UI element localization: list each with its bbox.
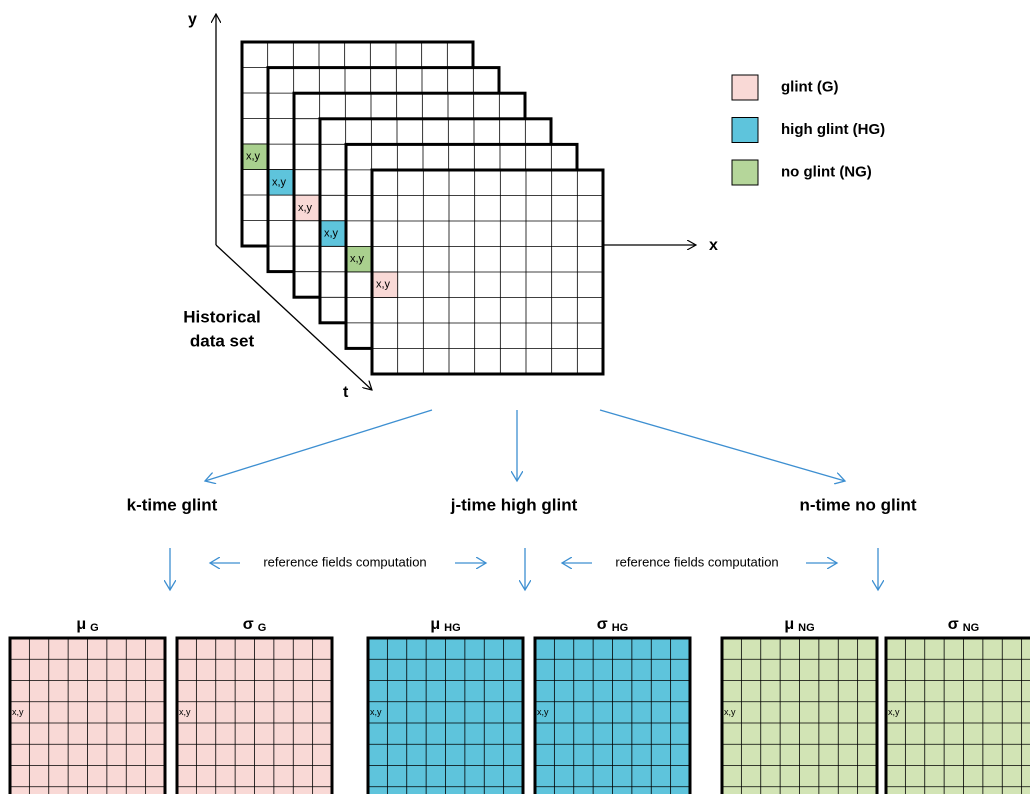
field-header: σ NG <box>948 616 979 634</box>
reference-field: x,y μ NG <box>720 616 879 794</box>
frame-border <box>884 636 1030 794</box>
frame-border <box>175 636 334 794</box>
cell-label: x,y <box>350 253 365 265</box>
field-symbol: μ <box>430 616 440 633</box>
field-header: μ HG <box>430 616 460 634</box>
frame-border <box>8 636 167 794</box>
field-subscript: G <box>258 622 267 634</box>
field-subscript: G <box>90 622 99 634</box>
field-header: σ HG <box>597 616 628 634</box>
field-symbol: σ <box>243 616 254 633</box>
arrow <box>599 409 845 481</box>
legend-label: high glint (HG) <box>781 121 885 138</box>
field-subscript: NG <box>798 622 815 634</box>
frame-border <box>533 636 692 794</box>
field-symbol: μ <box>784 616 794 633</box>
frame-border <box>366 636 525 794</box>
legend: glint (G) high glint (HG) no glint (NG) <box>731 74 885 186</box>
legend-label: no glint (NG) <box>781 163 872 180</box>
blue-arrows <box>170 409 878 590</box>
cell-label: x,y <box>246 151 261 163</box>
frame-border <box>720 636 879 794</box>
cell-label: x,y <box>370 707 382 717</box>
cell-label: x,y <box>179 707 191 717</box>
highlight-cell <box>371 271 399 298</box>
field-header: μ NG <box>784 616 814 634</box>
axes <box>216 14 696 390</box>
reference-field: x,y μ G <box>8 616 167 794</box>
dataset-label: data set <box>190 331 255 350</box>
cell-label: x,y <box>724 707 736 717</box>
highlight-cell <box>345 245 373 273</box>
cell-label: x,y <box>272 176 287 188</box>
reference-label: reference fields computation <box>263 554 426 569</box>
frames: x,y x,y x,y x,y x,y x,y <box>240 40 605 376</box>
t-axis <box>215 244 372 390</box>
cell-label: x,y <box>888 707 900 717</box>
axis-label: t <box>343 384 349 401</box>
field-symbol: σ <box>597 616 608 633</box>
field-symbol: μ <box>76 616 86 633</box>
cell-label: x,y <box>324 227 339 239</box>
cell-label: x,y <box>537 707 549 717</box>
branch-title: k-time glint <box>127 495 218 514</box>
branch-title: n-time no glint <box>799 495 916 514</box>
arrow <box>205 409 433 481</box>
legend-swatch <box>731 117 759 143</box>
field-subscript: HG <box>612 622 629 634</box>
cell-label: x,y <box>298 202 313 214</box>
frame-bg <box>886 638 1030 794</box>
reference-field: x,y μ HG <box>366 616 525 794</box>
reference-field: x,y σ HG <box>533 616 692 794</box>
reference-field: x,y σ G <box>175 616 334 794</box>
legend-label: glint (G) <box>781 78 838 95</box>
axis-label: y <box>188 11 197 28</box>
field-symbol: σ <box>948 616 959 633</box>
reference-label: reference fields computation <box>615 554 778 569</box>
branch-title: j-time high glint <box>450 495 578 514</box>
legend-swatch <box>731 159 759 186</box>
frame: x,y <box>370 168 605 376</box>
axis-label: x <box>709 237 718 254</box>
dataset-label: Historical <box>183 307 260 326</box>
legend-swatch <box>731 74 759 101</box>
cell-label: x,y <box>12 707 24 717</box>
field-subscript: HG <box>444 622 461 634</box>
highlight-cell <box>293 194 321 222</box>
reference-field: x,y σ NG <box>884 616 1030 794</box>
frame-border <box>370 168 605 376</box>
cell-label: x,y <box>376 279 391 291</box>
field-subscript: NG <box>963 622 980 634</box>
